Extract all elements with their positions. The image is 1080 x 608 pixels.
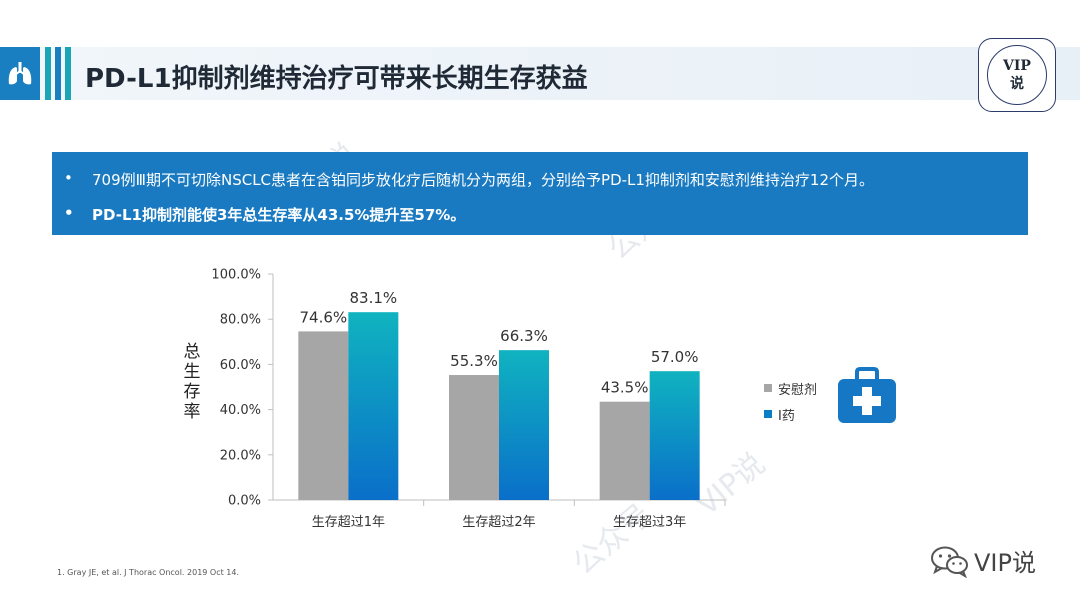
badge-line-2: 说 xyxy=(1010,76,1024,92)
title-bar xyxy=(0,47,1080,100)
x-category-label: 生存超过3年 xyxy=(613,515,686,530)
y-tick-label: 40.0% xyxy=(220,403,261,418)
medical-kit-icon xyxy=(835,366,899,426)
summary-bullet-text: PD-L1抑制剂能使3年总生存率从43.5%提升至57%。 xyxy=(92,206,466,224)
y-tick-label: 80.0% xyxy=(220,313,261,328)
y-tick-label: 60.0% xyxy=(220,358,261,373)
legend-swatch-placebo xyxy=(764,384,772,392)
bar-drug xyxy=(348,312,399,500)
wechat-account-name: VIP说 xyxy=(974,549,1036,577)
bullet-dot: • xyxy=(64,204,74,222)
header-accent-bar xyxy=(45,47,51,100)
summary-bullet: • PD-L1抑制剂能使3年总生存率从43.5%提升至57%。 xyxy=(64,204,465,225)
chart-legend: 安慰剂 I药 xyxy=(764,375,817,427)
y-tick-label: 0.0% xyxy=(228,494,261,509)
header-accent-bar xyxy=(55,47,61,100)
legend-item: 安慰剂 xyxy=(764,375,817,401)
data-label: 83.1% xyxy=(350,289,398,307)
x-category-label: 生存超过2年 xyxy=(462,515,535,530)
data-label: 55.3% xyxy=(450,352,498,370)
badge-line-1: VIP xyxy=(1003,58,1031,74)
y-axis-title: 总生存率 xyxy=(183,342,201,422)
legend-label: I药 xyxy=(778,408,795,424)
bar-drug xyxy=(649,371,700,500)
wechat-icon xyxy=(931,546,968,578)
bar-placebo xyxy=(449,375,499,500)
vip-logo-badge: VIP 说 xyxy=(978,38,1056,112)
y-tick-label: 20.0% xyxy=(220,448,261,463)
y-tick-label: 100.0% xyxy=(211,268,261,283)
lungs-icon xyxy=(0,47,40,100)
wechat-account-label: VIP说 xyxy=(930,543,1036,578)
data-label: 66.3% xyxy=(500,327,548,345)
page-title: PD-L1抑制剂维持治疗可带来长期生存获益 xyxy=(85,64,588,94)
summary-bullet-text: 709例Ⅲ期不可切除NSCLC患者在含铂同步放化疗后随机分为两组，分别给予PD-… xyxy=(92,171,875,189)
summary-bullet: • 709例Ⅲ期不可切除NSCLC患者在含铂同步放化疗后随机分为两组，分别给予P… xyxy=(64,169,874,190)
data-label: 74.6% xyxy=(300,308,348,326)
bar-drug xyxy=(499,350,549,500)
legend-swatch-drug xyxy=(764,410,772,418)
bar-placebo xyxy=(298,331,349,500)
data-label: 57.0% xyxy=(651,348,699,366)
data-label: 43.5% xyxy=(601,379,649,397)
bar-placebo xyxy=(599,401,650,500)
reference-footnote: 1. Gray JE, et al. J Thorac Oncol. 2019 … xyxy=(57,568,240,577)
legend-label: 安慰剂 xyxy=(778,382,818,398)
summary-box: • 709例Ⅲ期不可切除NSCLC患者在含铂同步放化疗后随机分为两组，分别给予P… xyxy=(52,152,1028,235)
x-category-label: 生存超过1年 xyxy=(312,515,385,530)
legend-item: I药 xyxy=(764,401,817,427)
header-accent-bar xyxy=(65,47,71,100)
bullet-dot: • xyxy=(64,169,73,187)
survival-bar-chart: 0.0% 20.0% 40.0% 60.0% 80.0% 100.0% 74.6%83.1%… xyxy=(211,268,726,530)
